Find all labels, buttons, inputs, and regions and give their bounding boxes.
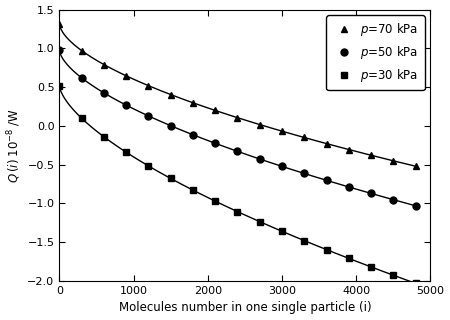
p=50 kPa (346, 185, 351, 189)
p=30 kPa (101, 135, 107, 139)
p=70 kPa (79, 49, 84, 52)
p=30 kPa (168, 177, 173, 180)
p=30 kPa (235, 210, 240, 213)
p=30 kPa (123, 150, 129, 154)
p=50 kPa (235, 149, 240, 153)
p=50 kPa (391, 198, 396, 202)
p=70 kPa (257, 123, 262, 126)
p=50 kPa (413, 204, 418, 208)
X-axis label: Molecules number in one single particle (i): Molecules number in one single particle … (118, 301, 371, 315)
p=70 kPa (279, 129, 285, 133)
p=70 kPa (235, 116, 240, 120)
p=50 kPa (101, 91, 107, 95)
p=70 kPa (101, 63, 107, 67)
p=70 kPa (146, 84, 151, 88)
p=50 kPa (57, 48, 62, 52)
p=50 kPa (279, 164, 285, 168)
p=30 kPa (279, 229, 285, 233)
p=50 kPa (79, 76, 84, 80)
p=30 kPa (369, 265, 374, 269)
p=70 kPa (212, 108, 218, 112)
p=50 kPa (212, 141, 218, 145)
p=50 kPa (369, 191, 374, 195)
p=70 kPa (413, 164, 418, 168)
p=50 kPa (324, 179, 329, 182)
p=70 kPa (123, 74, 129, 78)
p=30 kPa (346, 256, 351, 260)
p=30 kPa (413, 281, 418, 285)
Line: p=50 kPa: p=50 kPa (56, 46, 419, 209)
p=30 kPa (212, 199, 218, 203)
Line: p=30 kPa: p=30 kPa (56, 82, 419, 287)
p=30 kPa (57, 84, 62, 87)
p=30 kPa (302, 239, 307, 243)
p=50 kPa (123, 103, 129, 107)
p=70 kPa (168, 92, 173, 96)
p=50 kPa (168, 124, 173, 128)
p=30 kPa (324, 248, 329, 252)
p=30 kPa (79, 116, 84, 120)
p=30 kPa (391, 273, 396, 277)
Y-axis label: $Q\,(i)\;10^{-8}\;/\mathrm{W}$: $Q\,(i)\;10^{-8}\;/\mathrm{W}$ (5, 108, 23, 183)
p=70 kPa (57, 21, 62, 25)
p=30 kPa (257, 220, 262, 224)
Legend: $p$=70 kPa, $p$=50 kPa, $p$=30 kPa: $p$=70 kPa, $p$=50 kPa, $p$=30 kPa (326, 15, 424, 90)
Line: p=70 kPa: p=70 kPa (56, 20, 419, 170)
p=50 kPa (146, 114, 151, 118)
p=50 kPa (257, 157, 262, 161)
p=50 kPa (302, 172, 307, 175)
p=30 kPa (146, 164, 151, 168)
p=70 kPa (324, 142, 329, 146)
p=70 kPa (369, 153, 374, 157)
p=70 kPa (346, 148, 351, 151)
p=30 kPa (190, 188, 196, 192)
p=70 kPa (391, 159, 396, 163)
p=50 kPa (190, 133, 196, 137)
p=70 kPa (190, 101, 196, 105)
p=70 kPa (302, 136, 307, 140)
